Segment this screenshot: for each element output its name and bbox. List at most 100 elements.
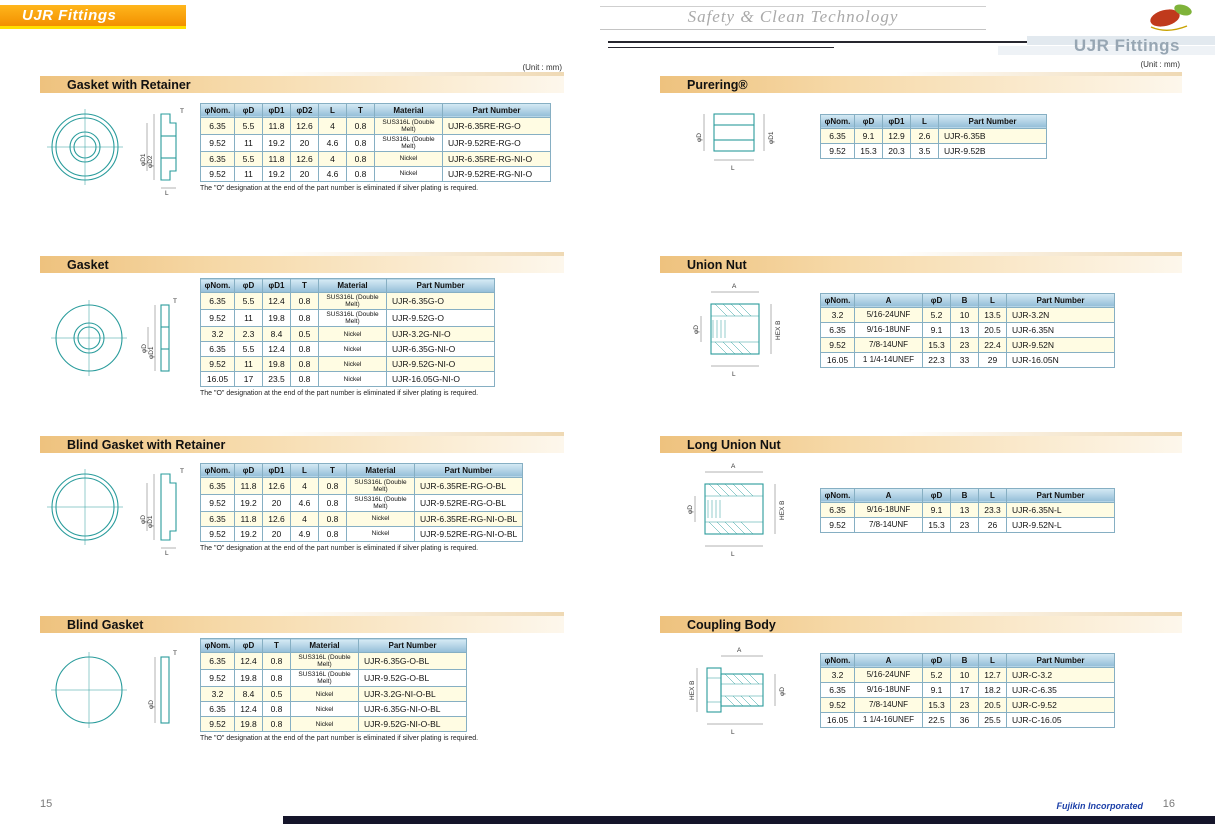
column-header: φD1 <box>882 113 911 129</box>
blind-gasket-with-retainer-drawing: φD1 φD T L <box>40 458 200 556</box>
table-header-row: φNom. φD φD1 φD2 L T Material Part Number <box>200 102 551 118</box>
table-cell: 0.8 <box>262 701 291 717</box>
table-cell: 7/8-14UNF <box>854 516 923 533</box>
table-cell: 0.8 <box>346 165 375 182</box>
table-header-row: φNom. φD φD1 L T Material Part Number <box>200 462 523 478</box>
table-cell: 22.5 <box>922 711 951 728</box>
column-header: φD <box>234 638 263 653</box>
table-cell: UJR-9.52N <box>1006 336 1115 353</box>
dimension-label: φD <box>696 133 703 142</box>
table-cell: 20 <box>262 493 291 512</box>
dimension-label: T <box>180 468 184 475</box>
dimension-label: T <box>173 298 177 305</box>
column-header: φD1 <box>262 102 291 118</box>
column-header: φNom. <box>200 278 235 293</box>
table-row: 9.52 19.8 0.8 Nickel UJR-9.52G-NI-O-BL <box>200 716 467 732</box>
gasket-table: φNom. φD φD1 T Material Part Number 6.35 5.5 12.… <box>200 278 495 387</box>
column-header: Part Number <box>1006 487 1115 503</box>
table-cell: UJR-C-9.52 <box>1006 696 1115 713</box>
table-cell: SUS316L (Double Melt) <box>318 292 387 310</box>
dimension-label: L <box>731 165 735 172</box>
column-header: φNom. <box>820 652 855 668</box>
column-header: φD1 <box>262 462 291 478</box>
table-row: 16.05 17 23.5 0.8 Nickel UJR-16.05G-NI-O <box>200 371 495 387</box>
table-cell: 19.2 <box>262 165 291 182</box>
table-cell: 9.1 <box>922 321 951 338</box>
table-cell: Nickel <box>318 356 387 372</box>
table-cell: 0.5 <box>290 326 319 342</box>
table-cell: 25.5 <box>978 711 1007 728</box>
table-cell: 2.6 <box>910 127 939 144</box>
table-cell: Nickel <box>290 701 359 717</box>
table-cell: 15.3 <box>854 142 883 159</box>
table-cell: 29 <box>978 351 1007 368</box>
section-title: Purering® <box>687 78 748 92</box>
gasket-with-retainer-drawing: φD2 φD1 T L <box>40 98 200 196</box>
table-cell: Nickel <box>290 716 359 732</box>
table-cell: UJR-C-3.2 <box>1006 666 1115 683</box>
dimension-label: A <box>732 283 737 290</box>
table-cell: 6.35 <box>200 116 235 135</box>
table-cell: 5.5 <box>234 341 263 357</box>
section-header-bar: Blind Gasket with Retainer <box>40 432 564 453</box>
table-cell: 4.6 <box>318 165 347 182</box>
table-cell: UJR-9.52B <box>938 142 1047 159</box>
section-title: Coupling Body <box>687 618 776 632</box>
table-row: 6.35 11.8 12.6 4 0.8 Nickel UJR-6.35RE-RG-NI-O… <box>200 510 523 527</box>
table-cell: 19.2 <box>234 493 263 512</box>
column-header: Part Number <box>358 638 467 653</box>
column-header: φNom. <box>820 487 855 503</box>
dimension-label: HEX B <box>775 320 782 340</box>
table-row: 6.35 5.5 11.8 12.6 4 0.8 Nickel UJR-6.35RE-RG-N… <box>200 150 551 167</box>
table-cell: 20.5 <box>978 696 1007 713</box>
gasket-with-retainer-table: φNom. φD φD1 φD2 L T Material Part Number 6.35 5.… <box>200 102 551 182</box>
title-stripe <box>1027 36 1215 45</box>
dimension-label: HEX B <box>689 680 696 700</box>
table-cell: 6.35 <box>820 321 855 338</box>
column-header: T <box>290 278 319 293</box>
table-cell: 9.52 <box>820 142 855 159</box>
tagline: Safety & Clean Technology <box>687 7 899 26</box>
dimension-label: A <box>737 647 742 654</box>
table-cell: 23 <box>950 696 979 713</box>
table-cell: 19.8 <box>262 356 291 372</box>
table-cell: UJR-6.35N-L <box>1006 501 1115 518</box>
table-row: 9.52 11 19.2 20 4.6 0.8 Nickel UJR-9.52RE-RG-NI… <box>200 165 551 182</box>
dimension-label: φD1 <box>140 153 147 166</box>
table-header-row: φNom. φD T Material Part Number <box>200 638 467 653</box>
column-header: Part Number <box>414 462 523 478</box>
table-cell: 36 <box>950 711 979 728</box>
table-cell: 11.8 <box>234 510 263 527</box>
left-column: Gasket with Retainer <box>40 72 564 796</box>
dimension-label: L <box>731 729 735 736</box>
table-cell: 9.52 <box>200 669 235 687</box>
table-cell: 12.4 <box>262 292 291 310</box>
column-header: φNom. <box>200 638 235 653</box>
table-cell: 0.8 <box>318 476 347 495</box>
footer-bar <box>283 816 1215 824</box>
dimension-label: φD1 <box>768 131 775 144</box>
table-cell: 0.5 <box>262 686 291 702</box>
table-row: 6.35 12.4 0.8 Nickel UJR-6.35G-NI-O-BL <box>200 701 467 717</box>
column-header: Part Number <box>386 278 495 293</box>
plating-note: The "O" designation at the end of the pa… <box>200 544 479 552</box>
table-cell: 0.8 <box>290 356 319 372</box>
column-header: φD <box>922 292 951 308</box>
table-row: 9.52 11 19.8 0.8 SUS316L (Double Melt) UJR-9.… <box>200 309 495 327</box>
table-cell: SUS316L (Double Melt) <box>374 116 443 135</box>
table-header-row: φNom. φD φD1 T Material Part Number <box>200 278 495 293</box>
table-cell: 19.2 <box>262 133 291 152</box>
unit-label: (Unit : mm) <box>1140 60 1180 69</box>
column-header: L <box>910 113 939 129</box>
table-cell: SUS316L (Double Melt) <box>346 493 415 512</box>
table-cell: UJR-9.52RE-RG-O <box>442 133 551 152</box>
table-cell: 11.8 <box>234 476 263 495</box>
column-header: φD1 <box>262 278 291 293</box>
section-header-bar: Blind Gasket <box>40 612 564 633</box>
union-nut-drawing: A φD HEX B L <box>660 278 820 382</box>
dimension-label: L <box>165 190 169 196</box>
column-header: Part Number <box>938 113 1047 129</box>
table-cell: 9.1 <box>922 501 951 518</box>
